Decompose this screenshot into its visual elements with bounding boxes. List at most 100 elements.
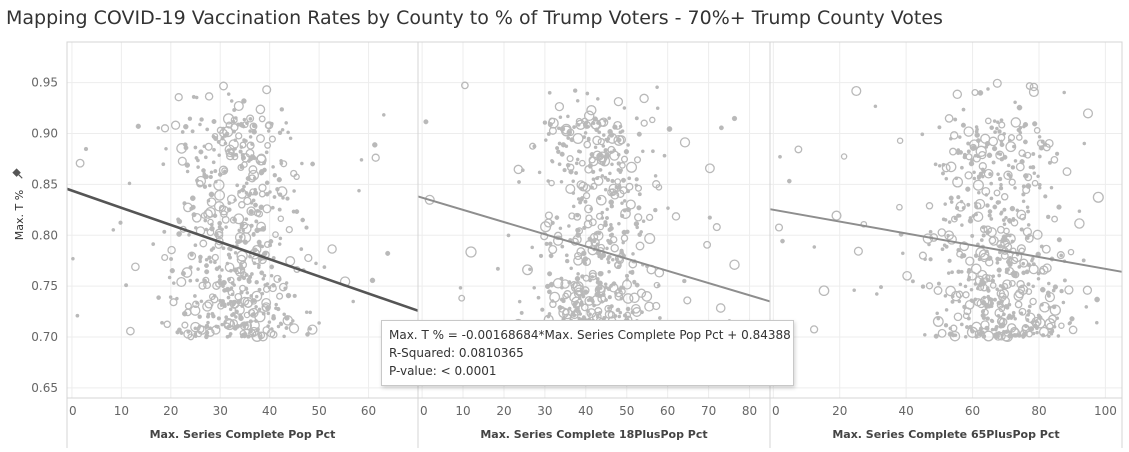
scatter-point (963, 284, 968, 289)
scatter-point (572, 313, 577, 318)
scatter-point (1026, 209, 1031, 214)
scatter-point (896, 137, 904, 144)
scatter-point (614, 292, 624, 301)
scatter-point (603, 154, 608, 160)
scatter-point (634, 184, 643, 192)
scatter-point (248, 191, 253, 196)
scatter-point (198, 281, 207, 290)
scatter-point (255, 327, 260, 332)
scatter-point (620, 201, 624, 205)
scatter-point (250, 312, 255, 317)
scatter-point (1015, 134, 1023, 141)
scatter-point (607, 239, 613, 245)
scatter-point (1074, 218, 1085, 229)
y-tick-label: 0.80 (31, 228, 58, 242)
scatter-point (199, 117, 204, 122)
axis-layer: 0 10 20 30 40 50 60 Max. Series Complete Pop Pc… (12, 41, 1123, 448)
scatter-point (204, 299, 214, 309)
scatter-point (575, 99, 580, 103)
scatter-point (255, 104, 266, 115)
scatter-point (649, 116, 656, 124)
scatter-point (151, 242, 156, 247)
scatter-point (561, 298, 566, 304)
scatter-point (956, 269, 961, 274)
scatter-point (163, 320, 171, 329)
scatter-point (575, 232, 582, 238)
scatter-point (211, 118, 217, 124)
scatter-point (631, 303, 641, 314)
scatter-point (1019, 213, 1027, 221)
scatter-point (199, 239, 208, 248)
scatter-point (852, 288, 857, 293)
scatter-point (860, 220, 868, 228)
scatter-point (219, 81, 228, 91)
scatter-point (592, 135, 602, 146)
scatter-point (223, 141, 228, 146)
scatter-point (1052, 284, 1059, 290)
scatter-point (241, 161, 248, 168)
scatter-point (620, 234, 629, 242)
scatter-point (988, 236, 997, 245)
x-tick-label: 40 (262, 404, 277, 418)
scatter-point (255, 154, 267, 166)
scatter-point (224, 225, 228, 229)
scatter-point (195, 330, 203, 338)
scatter-point (216, 126, 225, 134)
scatter-point (554, 101, 565, 112)
scatter-point (212, 293, 217, 298)
scatter-point (558, 226, 563, 231)
scatter-point (631, 252, 635, 256)
scatter-point (208, 326, 213, 331)
scatter-point (529, 142, 537, 150)
scatter-point (204, 334, 209, 340)
scatter-point (1068, 325, 1078, 335)
scatter-point (986, 230, 991, 234)
scatter-point (186, 329, 191, 334)
scatter-point (553, 231, 563, 241)
scatter-point (217, 153, 221, 157)
scatter-point (719, 125, 724, 131)
scatter-point (191, 212, 202, 223)
scatter-point (602, 315, 607, 321)
scatter-point (308, 327, 313, 331)
scatter-point (211, 160, 216, 165)
scatter-point (530, 245, 535, 250)
scatter-point (605, 215, 610, 220)
scatter-point (1051, 288, 1056, 293)
scatter-point (1051, 215, 1059, 223)
scatter-point (666, 126, 673, 132)
scatter-point (276, 177, 282, 183)
scatter-point (580, 303, 589, 312)
scatter-point (238, 201, 246, 209)
scatter-point (571, 204, 576, 209)
scatter-point (943, 323, 949, 328)
scatter-point (683, 296, 692, 305)
scatter-point (978, 162, 987, 171)
scatter-point (960, 223, 964, 227)
scatter-point (715, 303, 726, 313)
scatter-point (703, 240, 712, 249)
scatter-point (774, 223, 784, 232)
scatter-point (167, 245, 176, 255)
scatter-point (936, 316, 941, 321)
scatter-point (1026, 309, 1031, 314)
scatter-point (189, 195, 196, 201)
scatter-point (234, 292, 243, 301)
scatter-point (191, 212, 197, 218)
scatter-point (242, 239, 249, 245)
scatter-point (280, 127, 285, 132)
scatter-point (943, 218, 948, 222)
scatter-point (583, 110, 595, 122)
scatter-point (294, 209, 300, 215)
scatter-point (1034, 317, 1046, 329)
scatter-point (997, 200, 1002, 205)
scatter-point (1052, 324, 1057, 329)
scatter-point (243, 196, 252, 206)
scatter-point (634, 213, 643, 222)
scatter-point (555, 146, 560, 151)
scatter-point (458, 286, 463, 290)
scatter-point (584, 120, 589, 125)
scatter-point (608, 171, 612, 176)
scatter-point (949, 330, 961, 342)
scatter-point (1050, 155, 1059, 164)
